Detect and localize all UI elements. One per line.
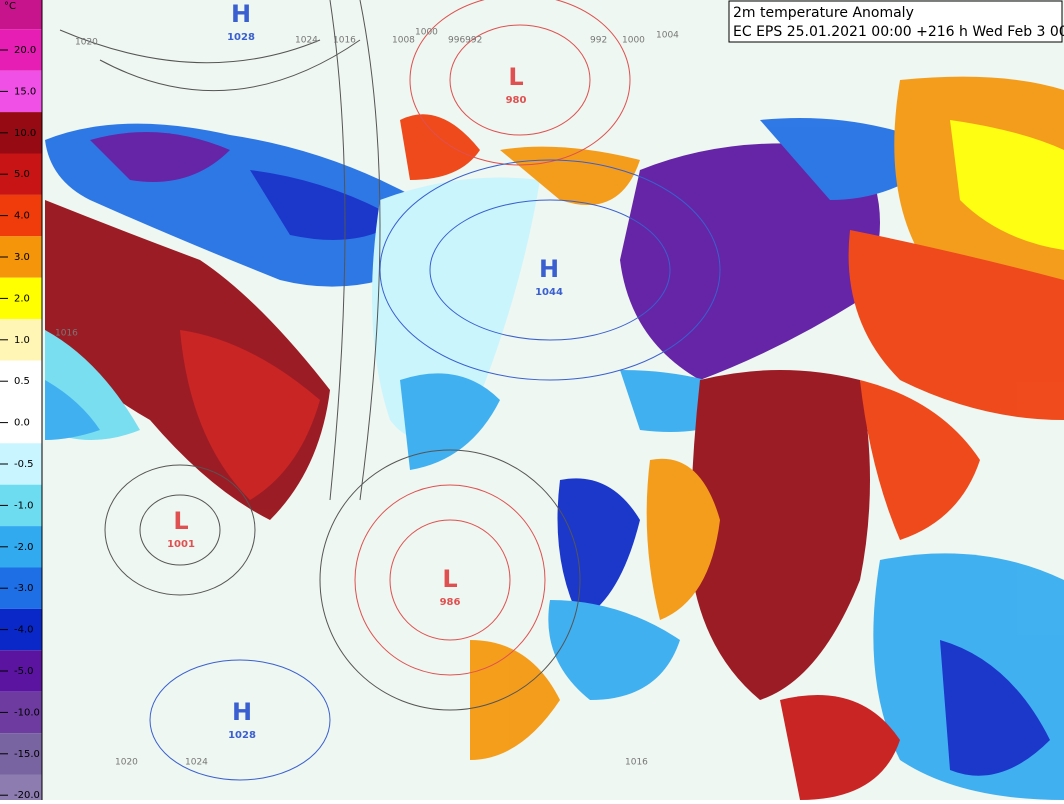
pressure-centers: H 1028 L 980 H 1044 L 1001 L 986 H 1028	[167, 0, 563, 741]
legend-label: 2.0	[14, 293, 30, 304]
legend-label: 20.0	[14, 45, 36, 56]
isobar-label: 1020	[115, 758, 138, 768]
legend-label: 4.0	[14, 211, 30, 222]
legend-label: -10.0	[14, 707, 40, 718]
isobar-label: 1016	[333, 36, 356, 46]
isobar-label: 992	[590, 36, 607, 46]
isobar-label: 1024	[295, 36, 318, 46]
pressure-letter: H	[231, 0, 251, 28]
legend-label: -2.0	[14, 542, 34, 553]
legend-label: -3.0	[14, 583, 34, 594]
pressure-value: 1028	[227, 32, 255, 43]
legend-label: 5.0	[14, 169, 30, 180]
legend: °C 20.0 15.0 10.0 5.0 4.0 3.0 2.0 1.0 0.5 0.0 -0.5 -…	[0, 0, 43, 801]
title: 2m temperature Anomaly	[733, 5, 914, 21]
isobar-label: 1000	[415, 28, 438, 38]
pressure-value: 1028	[228, 730, 256, 741]
legend-label: 0.5	[14, 376, 30, 387]
pressure-letter: L	[173, 507, 188, 535]
legend-swatch	[0, 774, 42, 800]
isobar-label: 996992	[448, 36, 482, 46]
pressure-value: 1044	[535, 287, 563, 298]
legend-swatch	[0, 0, 42, 30]
isobar-label: 1008	[392, 36, 415, 46]
isobars	[59, 0, 721, 781]
isobar-label: 1016	[625, 758, 648, 768]
legend-label: -5.0	[14, 666, 34, 677]
isobar-label: 1000	[622, 36, 645, 46]
legend-label: -1.0	[14, 500, 34, 511]
legend-unit: °C	[4, 1, 16, 12]
legend-label: 15.0	[14, 86, 36, 97]
pressure-value: 1001	[167, 539, 195, 550]
title-box	[728, 0, 1063, 43]
pressure-letter: L	[442, 565, 457, 593]
isobar-label: 1024	[185, 758, 208, 768]
legend-label: 1.0	[14, 335, 30, 346]
legend-label: 0.0	[14, 418, 30, 429]
pressure-letter: H	[232, 698, 252, 726]
legend-label: -15.0	[14, 749, 40, 760]
isobar-label: 1020	[75, 38, 98, 48]
subtitle: EC EPS 25.01.2021 00:00 +216 h Wed Feb 3…	[733, 24, 1064, 40]
pressure-value: 980	[506, 95, 527, 106]
pressure-letter: H	[539, 255, 559, 283]
legend-label: -0.5	[14, 459, 34, 470]
pressure-value: 986	[440, 597, 461, 608]
legend-label: 3.0	[14, 252, 30, 263]
isobar-label: 1016	[55, 329, 78, 339]
legend-label: -4.0	[14, 625, 34, 636]
legend-label: 10.0	[14, 128, 36, 139]
legend-label: -20.0	[14, 790, 40, 800]
pressure-letter: L	[508, 63, 523, 91]
isobar-label: 1004	[656, 31, 679, 41]
